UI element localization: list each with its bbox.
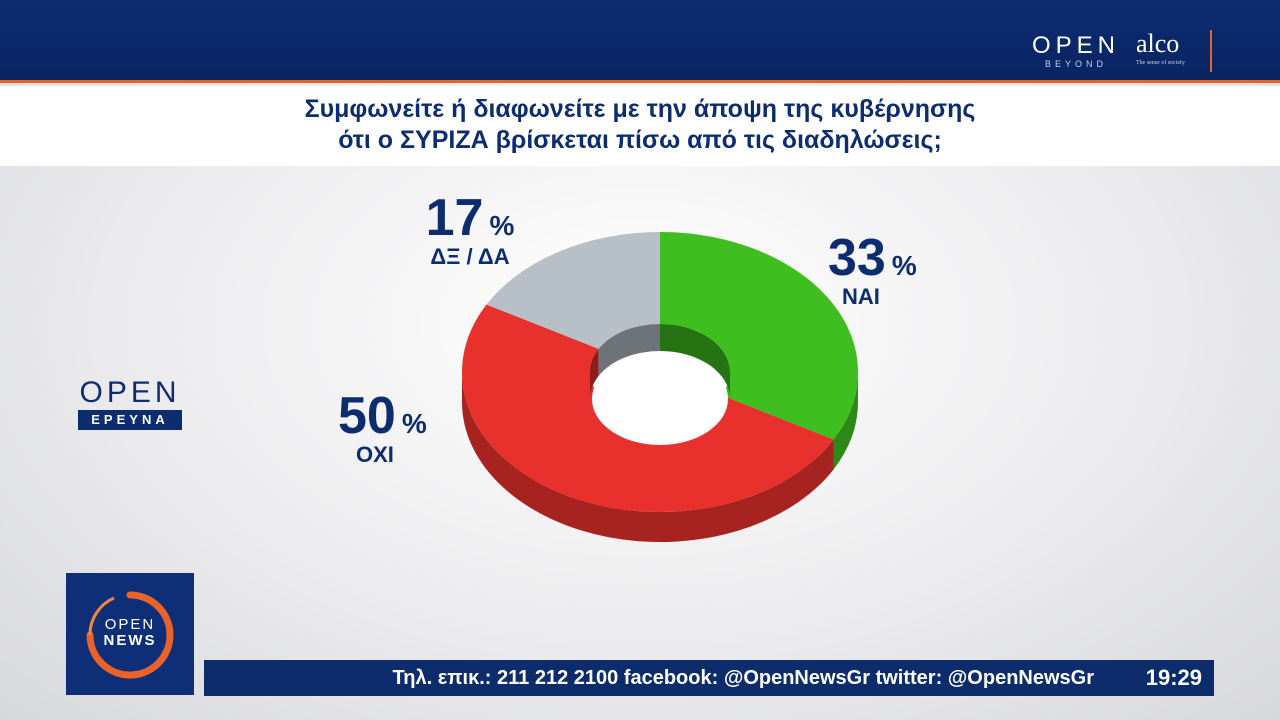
slice-top-0 <box>660 232 858 440</box>
open-news-word-2: NEWS <box>103 632 157 649</box>
percent-sign-dxda: % <box>489 210 515 241</box>
open-erevna-word: OPEN <box>79 376 181 409</box>
open-news-ring-icon <box>86 591 174 679</box>
percent-sign-nai: % <box>891 250 917 281</box>
open-news-word-1: OPEN <box>104 616 156 633</box>
donut-hole <box>592 353 728 445</box>
news-ticker: Τηλ. επικ.: 211 212 2100 facebook: @Open… <box>204 660 1214 696</box>
alco-logo-word: alco <box>1136 29 1180 58</box>
slice-value-dxda: 17 <box>425 189 484 247</box>
poll-question: Συμφωνείτε ή διαφωνείτε με την άποψη της… <box>0 86 1280 166</box>
slice-inner-1-0 <box>590 348 599 399</box>
slice-inner-2-0 <box>598 324 660 376</box>
slice-side-0-0 <box>833 372 859 470</box>
slice-side-1-0 <box>462 372 834 542</box>
slice-name-dxda: ΔΞ / ΔΑ <box>430 244 510 269</box>
open-news-logo: OPEN NEWS <box>66 573 194 695</box>
slice-label-nai: 33% ΝΑΙ <box>828 232 938 310</box>
slice-name-oxi: ΟΧΙ <box>356 442 394 467</box>
slice-top-1 <box>462 304 834 512</box>
slice-value-oxi: 50 <box>338 387 396 445</box>
percent-sign-oxi: % <box>401 408 427 439</box>
top-banner: OPEN BEYOND alco The sense of society <box>0 0 1280 83</box>
open-erevna-logo: OPEN ΕΡΕΥΝΑ <box>78 378 182 430</box>
slice-top-2 <box>486 232 660 349</box>
alco-logo: alco The sense of society <box>1136 30 1202 68</box>
slice-value-nai: 33 <box>828 229 886 287</box>
question-line-2: ότι ο ΣΥΡΙΖΑ βρίσκεται πίσω από τις διαδ… <box>338 126 942 154</box>
erevna-tag: ΕΡΕΥΝΑ <box>78 410 182 430</box>
logo-divider <box>1210 30 1212 72</box>
slice-inner-0-1 <box>660 324 730 399</box>
slice-name-nai: ΝΑΙ <box>842 284 880 309</box>
question-line-1: Συμφωνείτε ή διαφωνείτε με την άποψη της… <box>304 95 976 123</box>
open-logo-word: OPEN <box>1031 32 1120 59</box>
open-logo-sub: BEYOND <box>1044 59 1107 69</box>
ticker-clock: 19:29 <box>1145 665 1202 690</box>
ticker-text: Τηλ. επικ.: 211 212 2100 facebook: @Open… <box>392 667 1094 689</box>
open-beyond-logo: OPEN BEYOND <box>1030 34 1122 70</box>
slice-label-dxda: 17% ΔΞ / ΔΑ <box>410 192 530 270</box>
alco-tagline: The sense of society <box>1136 60 1185 66</box>
slice-label-oxi: 50% ΟΧΙ <box>338 390 458 468</box>
